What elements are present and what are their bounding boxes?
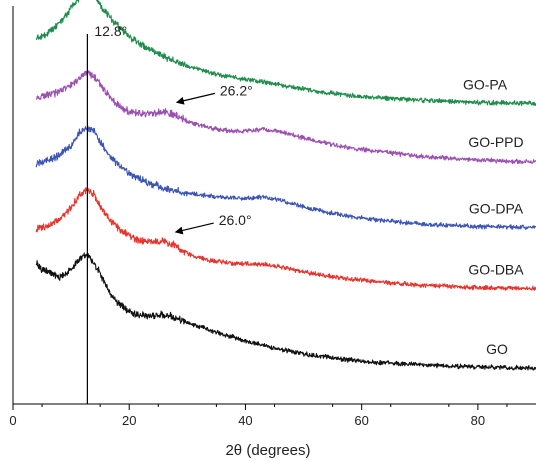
series-label: GO-PA	[463, 76, 508, 92]
series-label: GO-DBA	[468, 262, 524, 278]
series-go: GO	[35, 252, 536, 371]
series-layer: GO-PA GO-PPD GO-DPA GO-DBA GO	[35, 0, 536, 371]
x-tick-label: 60	[354, 413, 368, 428]
series-go-dpa: GO-DPA	[35, 125, 536, 230]
peak-arrow-label: 26.0°	[219, 212, 252, 228]
series-label: GO-DPA	[469, 200, 524, 216]
x-tick-label: 20	[122, 413, 136, 428]
series-line	[35, 187, 536, 291]
x-tick-label: 80	[471, 413, 485, 428]
series-label: GO	[486, 341, 508, 357]
series-line	[35, 0, 536, 107]
series-go-dba: GO-DBA	[35, 187, 536, 291]
series-label: GO-PPD	[468, 134, 523, 150]
series-line	[35, 252, 536, 371]
peak-arrow	[174, 222, 214, 235]
x-tick-label: 40	[238, 413, 252, 428]
plot-frame	[12, 6, 536, 405]
x-axis-label: 2θ (degrees)	[225, 442, 310, 459]
series-line	[35, 70, 536, 165]
annotation-layer: 12.8° 26.2° 26.0°	[86, 23, 253, 404]
x-tick-label: 0	[9, 413, 16, 428]
peak-arrow	[175, 92, 216, 105]
x-axis: 0 20 40 60 80	[9, 404, 508, 428]
peak-arrow-label: 26.2°	[220, 82, 253, 98]
series-line	[35, 125, 536, 230]
peak-annotation-label: 12.8°	[94, 23, 127, 39]
series-go-pa: GO-PA	[35, 0, 536, 107]
series-go-ppd: GO-PPD	[35, 70, 536, 165]
